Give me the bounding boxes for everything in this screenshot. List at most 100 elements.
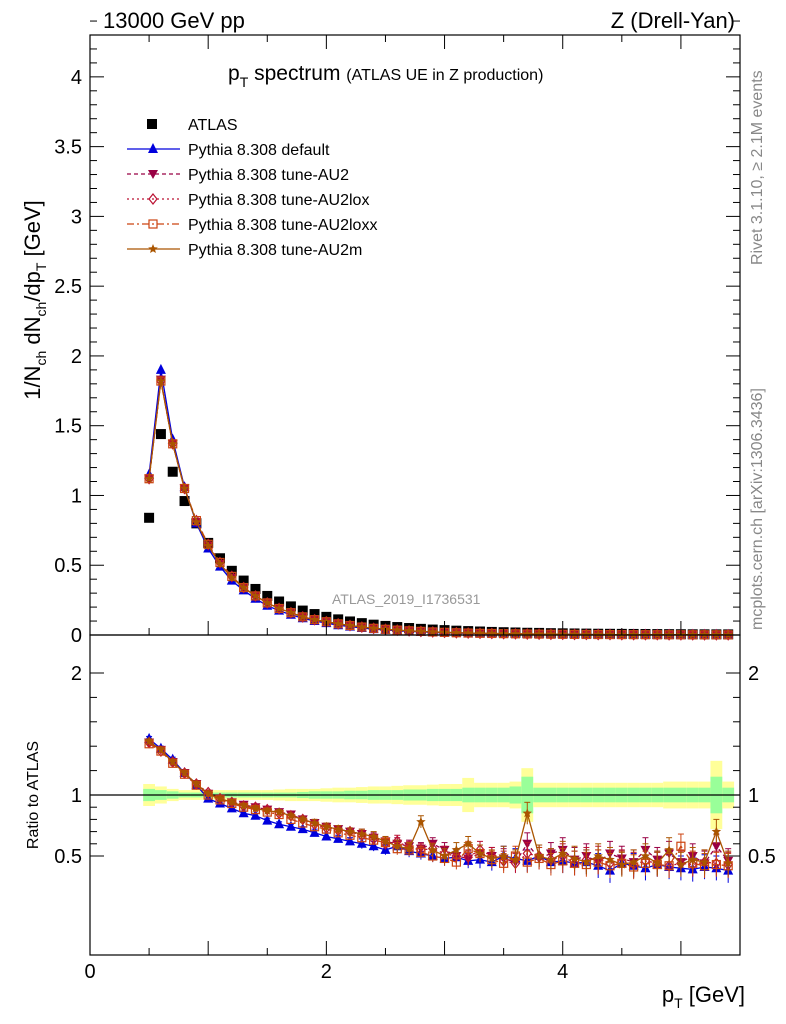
mc-series-point (309, 614, 320, 624)
mc-series-point (298, 611, 308, 621)
header-left: 13000 GeV pp (103, 8, 245, 33)
mc-series-point (227, 572, 237, 582)
mc-series-point (605, 629, 615, 639)
mc-series-point (191, 517, 202, 526)
ratio-series-point (451, 857, 461, 867)
mc-series-point (215, 558, 225, 568)
ratio-series-point (392, 841, 402, 851)
mc-series-point (664, 629, 674, 639)
ratio-series-point (368, 831, 379, 841)
ratio-series-point (356, 837, 367, 848)
atlas-data-point (144, 512, 155, 523)
mc-series-point (475, 628, 485, 638)
mc-series-point (345, 620, 355, 630)
mc-series-point (688, 629, 698, 639)
ratio-series-point (428, 844, 438, 854)
ratio-series-point (416, 816, 426, 826)
ratio-series-point (487, 853, 497, 863)
ratio-series-point (451, 844, 462, 854)
atlas-data-point (274, 596, 285, 607)
x-axis-label: pT [GeV] (662, 982, 745, 1011)
ratio-series-point (723, 858, 733, 868)
ratio-series-point (676, 859, 686, 869)
x-tick-label: 2 (321, 961, 332, 983)
ratio-series-point (309, 826, 320, 837)
mc-series-point (546, 628, 556, 641)
mc-series-point (723, 629, 733, 639)
ratio-series-point (309, 818, 320, 828)
analysis-label: ATLAS_2019_I1736531 (332, 591, 481, 607)
atlas-data-point (250, 583, 261, 594)
y-tick-label: 1.5 (54, 416, 82, 438)
ratio-series-point (628, 857, 639, 867)
legend: ATLAS Pythia 8.308 default Pythia 8.308 tu… (127, 117, 377, 259)
ratio-series-point (345, 826, 355, 836)
mc-series-point (155, 363, 166, 374)
ratio-series-point (676, 841, 686, 851)
upper-panel: 0 0.5 1 1.5 2 2.5 3 3.5 4 1/Nch dNch/dpT [GeV] p… (20, 20, 741, 647)
ratio-series-point (238, 807, 249, 818)
ratio-series-point (711, 826, 722, 836)
ratio-series-point (475, 848, 485, 858)
legend-marker (148, 143, 158, 153)
upper-y-ticks: 0 0.5 1 1.5 2 2.5 3 3.5 4 (54, 20, 740, 647)
atlas-data-point (285, 601, 296, 612)
ratio-series-point (463, 851, 473, 864)
ratio-series-point (357, 829, 367, 839)
y-tick-label: 0.5 (54, 555, 82, 577)
ratio-series-point (652, 858, 662, 868)
ratio-series-point (227, 797, 237, 807)
ratio-series-line (148, 743, 729, 868)
mc-series-point (262, 597, 272, 607)
mc-series-point (238, 582, 249, 592)
ratio-series-point (534, 851, 544, 860)
y-tick-label-right: 1 (748, 785, 759, 807)
mc-series-point (569, 629, 580, 639)
ratio-series-point (711, 859, 721, 870)
legend-marker (148, 244, 158, 253)
legend-marker (148, 193, 158, 205)
ratio-series-point (333, 824, 343, 834)
mc-series-point (581, 629, 592, 639)
ratio-series-point (238, 801, 249, 810)
x-tick-label: 0 (84, 961, 95, 983)
mc-series-point (203, 540, 213, 550)
mc-series-point (168, 438, 178, 448)
legend-label: Pythia 8.308 tune-AU2loxx (188, 217, 377, 234)
mc-series-point (191, 514, 202, 527)
mc-series-point (628, 629, 639, 639)
y-tick-label: 2.5 (54, 276, 82, 298)
ratio-series-point (250, 803, 261, 813)
mc-series-point (652, 629, 662, 639)
mc-series-point (203, 538, 213, 551)
mc-series-point (510, 627, 521, 640)
ratio-series-point (298, 814, 308, 824)
mc-series-point (593, 629, 603, 639)
mc-series-point (274, 603, 284, 613)
mc-series-point (404, 625, 414, 635)
header-right: Z (Drell-Yan) (611, 8, 735, 33)
mc-series-point (333, 617, 343, 630)
atlas-data-point (297, 605, 308, 616)
ratio-series-point (593, 851, 603, 860)
ratio-series-point (168, 757, 178, 767)
ratio-series-point (321, 830, 332, 841)
ratio-series-point (510, 854, 521, 864)
y-tick-label: 2 (71, 663, 82, 685)
mc-series-point (156, 376, 166, 386)
mc-series-point (167, 437, 178, 450)
legend-label: Pythia 8.308 tune-AU2m (188, 242, 362, 259)
mc-series-point (427, 625, 438, 638)
ratio-series-point (498, 851, 509, 860)
ratio-series-point (321, 821, 332, 831)
ratio-series-point (581, 857, 592, 867)
ratio-series-point (179, 768, 190, 778)
mcplots-label: mcplots.cern.ch [arXiv:1306.3436] (749, 388, 766, 630)
legend-marker (148, 219, 158, 229)
mc-series-point (144, 473, 154, 483)
lower-series-layer (144, 732, 734, 883)
mc-series-point (179, 483, 190, 493)
ratio-series-point (215, 793, 225, 803)
y-tick-label: 1 (71, 785, 82, 807)
